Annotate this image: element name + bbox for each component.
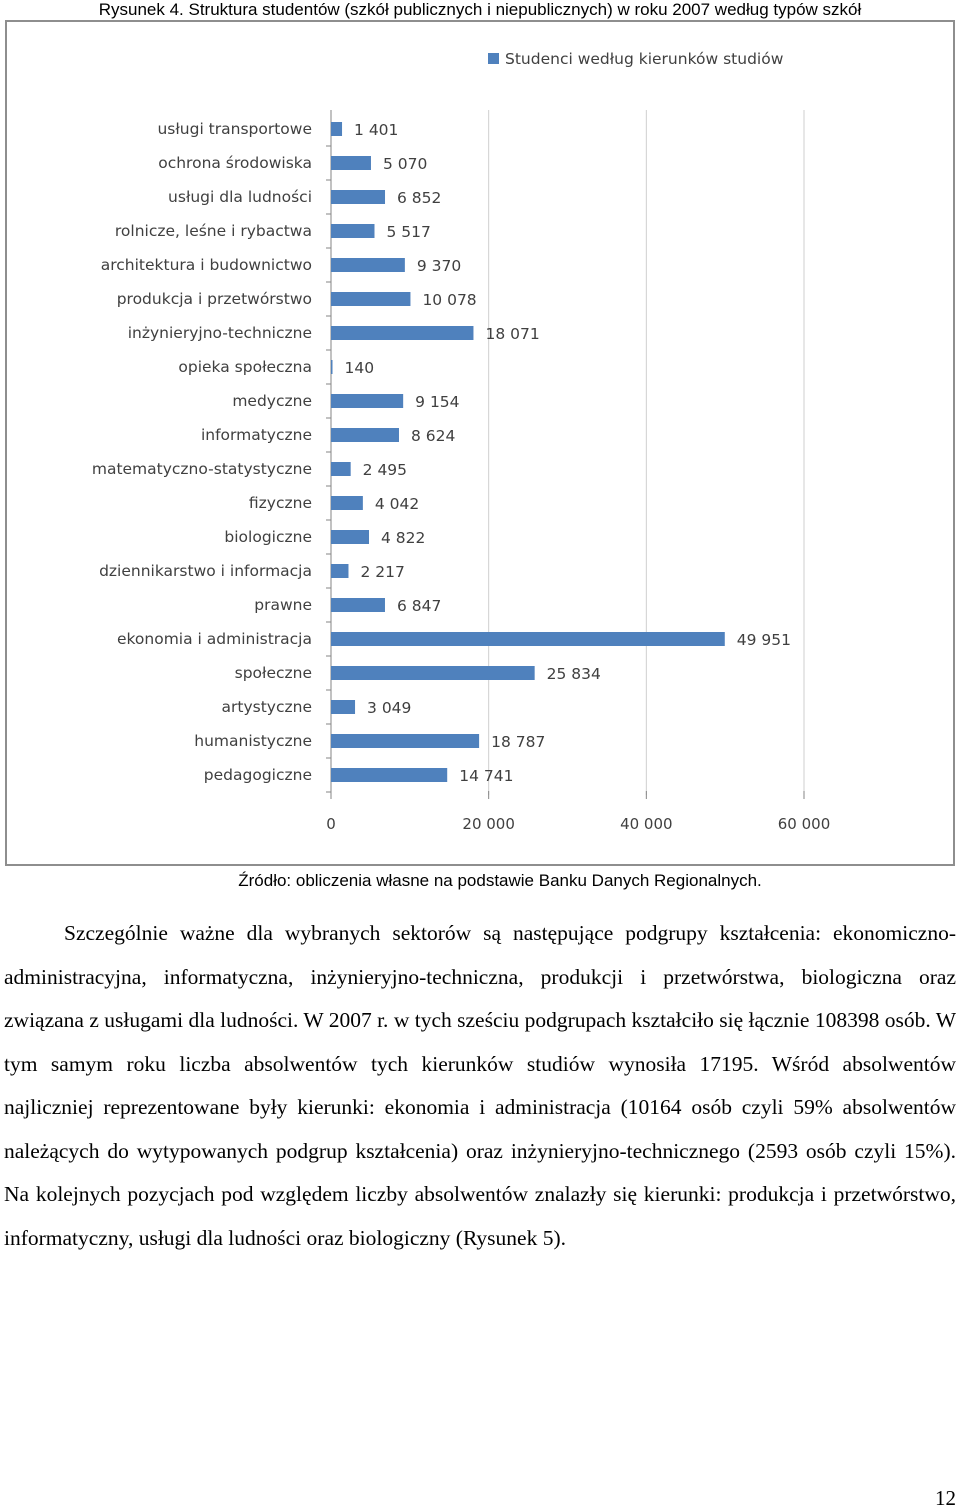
category-label: społeczne (235, 664, 312, 682)
category-label: usługi dla ludności (168, 188, 312, 206)
bar (331, 768, 448, 782)
bar (331, 122, 343, 136)
data-label: 5 517 (386, 223, 430, 241)
bar (331, 462, 351, 476)
data-label: 4 042 (375, 495, 419, 513)
chart-frame: 0 20 000 40 000 60 000 usługi transportowe 1 … (5, 20, 955, 866)
category-label: usługi transportowe (157, 120, 312, 138)
category-label: dziennikarstwo i informacja (99, 562, 312, 580)
bar (331, 632, 725, 646)
category-label: medyczne (232, 392, 312, 410)
body-paragraph: Szczególnie ważne dla wybranych sektorów… (4, 921, 956, 1250)
data-label: 3 049 (367, 699, 411, 717)
bar (331, 190, 386, 204)
data-label: 6 847 (397, 597, 441, 615)
x-tick-label: 0 (326, 815, 336, 833)
bar (331, 360, 333, 374)
category-label: pedagogiczne (204, 766, 312, 784)
data-label: 1 401 (354, 121, 398, 139)
figure-caption: Rysunek 4. Struktura studentów (szkół pu… (98, 0, 862, 19)
bar (331, 326, 474, 340)
bar (331, 496, 363, 510)
category-label: inżynieryjno-techniczne (128, 324, 312, 342)
data-label: 8 624 (411, 427, 455, 445)
category-label: ekonomia i administracja (117, 630, 312, 648)
data-label: 5 070 (383, 155, 427, 173)
data-label: 9 370 (417, 257, 461, 275)
bar (331, 598, 385, 612)
bar (331, 156, 371, 170)
legend-label: Studenci według kierunków studiów (505, 50, 784, 68)
category-label: biologiczne (224, 528, 312, 546)
data-label: 9 154 (415, 393, 459, 411)
legend-swatch (488, 53, 499, 64)
category-label: produkcja i przetwórstwo (117, 290, 312, 308)
data-label: 25 834 (547, 665, 601, 683)
bar (331, 292, 411, 306)
data-label: 10 078 (422, 291, 476, 309)
bar-chart: 0 20 000 40 000 60 000 usługi transportowe 1 … (92, 50, 831, 833)
bar (331, 394, 404, 408)
category-label: matematyczno-statystyczne (92, 460, 312, 478)
x-tick-label: 40 000 (620, 815, 673, 833)
bar (331, 530, 370, 544)
category-label: rolnicze, leśne i rybactwa (115, 222, 312, 240)
category-label: architektura i budownictwo (101, 256, 312, 274)
category-label: opieka społeczna (178, 358, 312, 376)
data-label: 18 787 (491, 733, 545, 751)
data-label: 49 951 (737, 631, 791, 649)
x-tick-label: 20 000 (462, 815, 515, 833)
bar (331, 666, 535, 680)
category-label: ochrona środowiska (158, 154, 312, 172)
data-label: 140 (345, 359, 375, 377)
category-label: fizyczne (249, 494, 312, 512)
source-note: Źródło: obliczenia własne na podstawie B… (238, 871, 762, 890)
category-label: humanistyczne (194, 732, 312, 750)
category-label: artystyczne (222, 698, 312, 716)
data-label: 14 741 (459, 767, 513, 785)
data-label: 2 217 (360, 563, 404, 581)
page-number: 12 (935, 1486, 956, 1510)
category-label: prawne (254, 596, 312, 614)
bar (331, 734, 480, 748)
bar (331, 258, 405, 272)
bar (331, 700, 356, 714)
data-label: 6 852 (397, 189, 441, 207)
bar (331, 564, 349, 578)
category-label: informatyczne (201, 426, 312, 444)
data-label: 18 071 (485, 325, 539, 343)
data-label: 2 495 (363, 461, 407, 479)
bar (331, 224, 375, 238)
data-label: 4 822 (381, 529, 425, 547)
x-tick-label: 60 000 (778, 815, 831, 833)
bar (331, 428, 399, 442)
